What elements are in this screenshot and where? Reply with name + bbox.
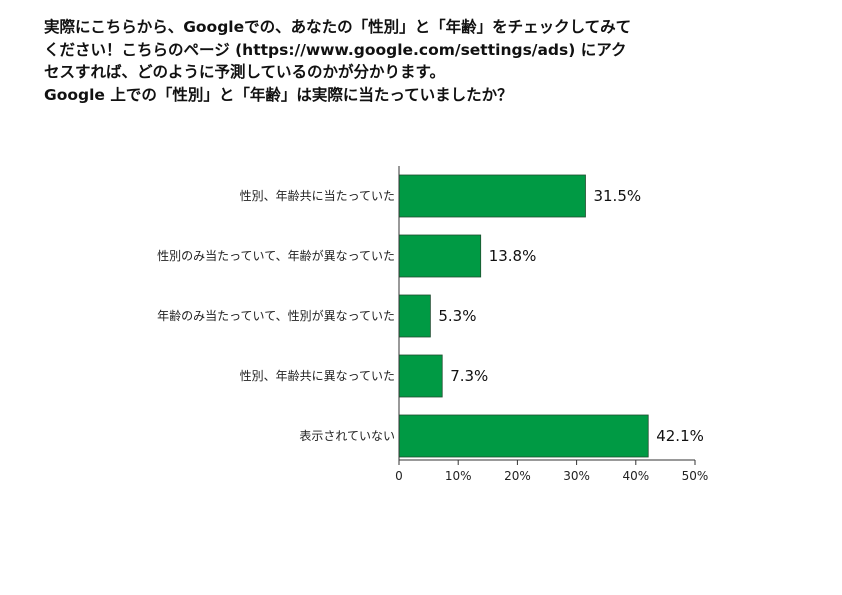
x-tick-label: 20% <box>504 469 531 483</box>
category-label: 性別のみ当たっていて、年齢が異なっていた <box>157 248 395 263</box>
data-label: 7.3% <box>450 367 488 385</box>
question-text: 実際にこちらから、Googleでの、あなたの「性別」と「年齢」をチェックしてみて… <box>44 16 824 106</box>
question-line: ください！こちらのページ (https://www.google.com/set… <box>44 40 627 59</box>
x-tick-label: 30% <box>563 469 590 483</box>
bar <box>398 354 443 398</box>
category-label: 表示されていない <box>299 429 395 443</box>
bar <box>398 234 482 278</box>
question-line: 実際にこちらから、Googleでの、あなたの「性別」と「年齢」をチェックしてみて <box>44 18 632 36</box>
bar <box>398 414 649 458</box>
question-line: Google 上での「性別」と「年齢」は実際に当たっていましたか？ <box>44 85 513 104</box>
question-line: セスすれば、どのように予測しているのかが分かります。 <box>44 63 445 81</box>
x-tick-label: 40% <box>622 469 649 483</box>
data-label: 5.3% <box>438 307 476 325</box>
category-label: 性別、年齢共に異なっていた <box>240 368 395 383</box>
x-tick-label: 50% <box>682 469 709 483</box>
data-label: 31.5% <box>593 187 641 205</box>
data-label: 13.8% <box>489 247 537 265</box>
x-tick-label: 10% <box>445 469 472 483</box>
category-label: 性別、年齢共に当たっていた <box>240 188 395 203</box>
category-label: 年齢のみ当たっていて、性別が異なっていた <box>157 308 395 323</box>
data-label: 42.1% <box>656 427 704 445</box>
bar <box>398 174 586 218</box>
x-tick-label: 0 <box>395 469 403 483</box>
bar <box>398 294 431 338</box>
